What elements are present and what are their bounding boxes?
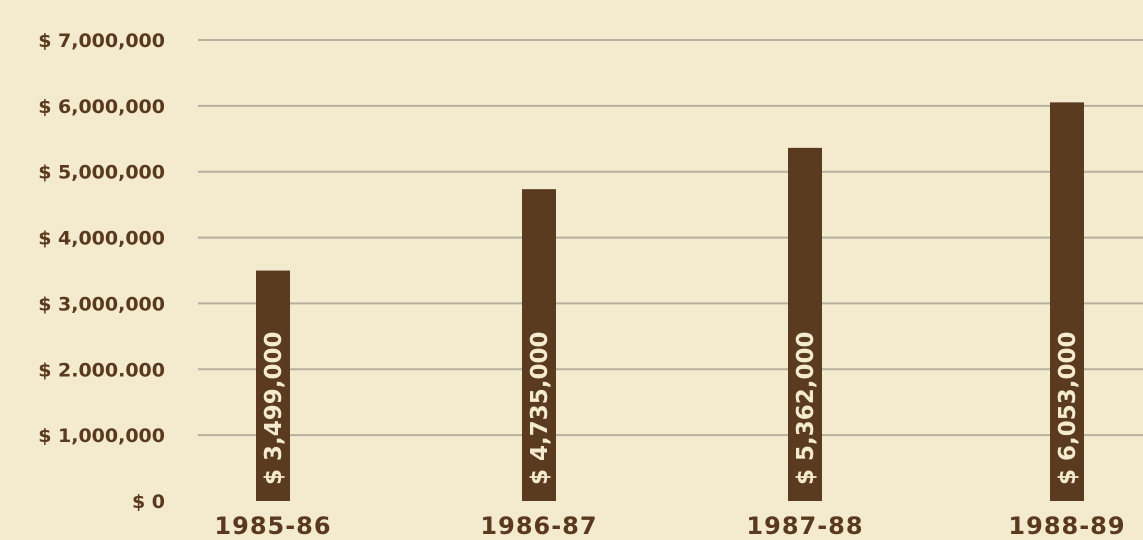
data-labels: $ 3,499,000 $ 4,735,000 $ 5,362,000 $ 6,053… (261, 331, 1081, 485)
x-tick-label: 1985-86 (214, 512, 331, 540)
gridlines (198, 39, 1143, 437)
y-tick-label: $ 4,000,000 (38, 228, 165, 250)
x-tick-label: 1987-88 (746, 512, 863, 540)
bar-1986-87 (522, 189, 556, 501)
y-tick-label: $ 7,000,000 (38, 30, 165, 52)
x-axis-tick-labels: 1985-86 1986-87 1987-88 1988-89 (214, 512, 1125, 540)
bar-1987-88 (788, 147, 822, 501)
x-tick-label: 1988-89 (1008, 512, 1125, 540)
data-label: $ 5,362,000 (793, 331, 819, 485)
y-tick-label: $ 1,000,000 (38, 425, 165, 447)
data-label: $ 3,499,000 (261, 331, 287, 485)
y-tick-label: $ 3,000,000 (38, 293, 165, 315)
bar-1985-86 (256, 270, 290, 501)
y-tick-label: $ 6,000,000 (38, 96, 165, 118)
x-tick-label: 1986-87 (480, 512, 597, 540)
data-label: $ 6,053,000 (1055, 331, 1081, 485)
y-tick-label: $ 2.000.000 (38, 359, 165, 381)
y-tick-label: $ 5,000,000 (38, 162, 165, 184)
data-label: $ 4,735,000 (527, 331, 553, 485)
y-axis-tick-labels: $ 0 $ 1,000,000 $ 2.000.000 $ 3,000,000 $ 4,… (38, 30, 165, 513)
bars (256, 102, 1084, 502)
y-tick-label: $ 0 (132, 491, 165, 513)
bar-1988-89 (1050, 102, 1084, 502)
